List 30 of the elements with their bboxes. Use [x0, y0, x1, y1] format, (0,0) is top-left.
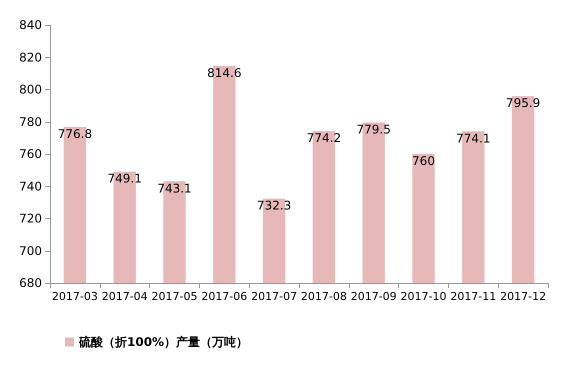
y-tick-label: 800 — [19, 82, 42, 96]
y-tick-label: 760 — [19, 147, 42, 161]
x-tick-label: 2017-09 — [350, 290, 397, 303]
x-tick-label: 2017-07 — [251, 290, 298, 303]
y-tick-label: 780 — [19, 114, 42, 129]
data-label: 743.1 — [157, 181, 192, 196]
y-tick-label: 680 — [19, 276, 42, 290]
x-tick-label: 2017-08 — [300, 290, 347, 303]
data-label: 779.5 — [356, 122, 391, 137]
data-label: 749.1 — [108, 172, 142, 186]
legend-label: 硫酸（折100%）产量（万吨） — [78, 335, 248, 349]
y-tick-label: 840 — [19, 18, 42, 32]
data-label: 774.1 — [456, 131, 490, 146]
data-label: 760 — [412, 154, 435, 168]
data-label: 774.2 — [306, 131, 342, 146]
x-tick-label: 2017-12 — [500, 290, 546, 303]
y-tick-label: 700 — [19, 244, 42, 258]
data-label: 814.6 — [207, 66, 242, 80]
y-tick-label: 720 — [19, 212, 42, 226]
x-tick-label: 2017-05 — [152, 290, 198, 303]
data-label: 776.8 — [58, 126, 92, 141]
data-label: 795.9 — [506, 96, 540, 110]
x-tick-label: 2017-06 — [201, 290, 248, 303]
x-tick-label: 2017-03 — [52, 290, 98, 303]
y-tick-label: 740 — [19, 179, 42, 194]
data-label: 732.3 — [256, 198, 292, 213]
y-tick-label: 820 — [19, 50, 42, 64]
x-tick-label: 2017-04 — [102, 290, 148, 303]
x-tick-label: 2017-10 — [400, 290, 446, 303]
x-tick-label: 2017-11 — [450, 290, 496, 303]
